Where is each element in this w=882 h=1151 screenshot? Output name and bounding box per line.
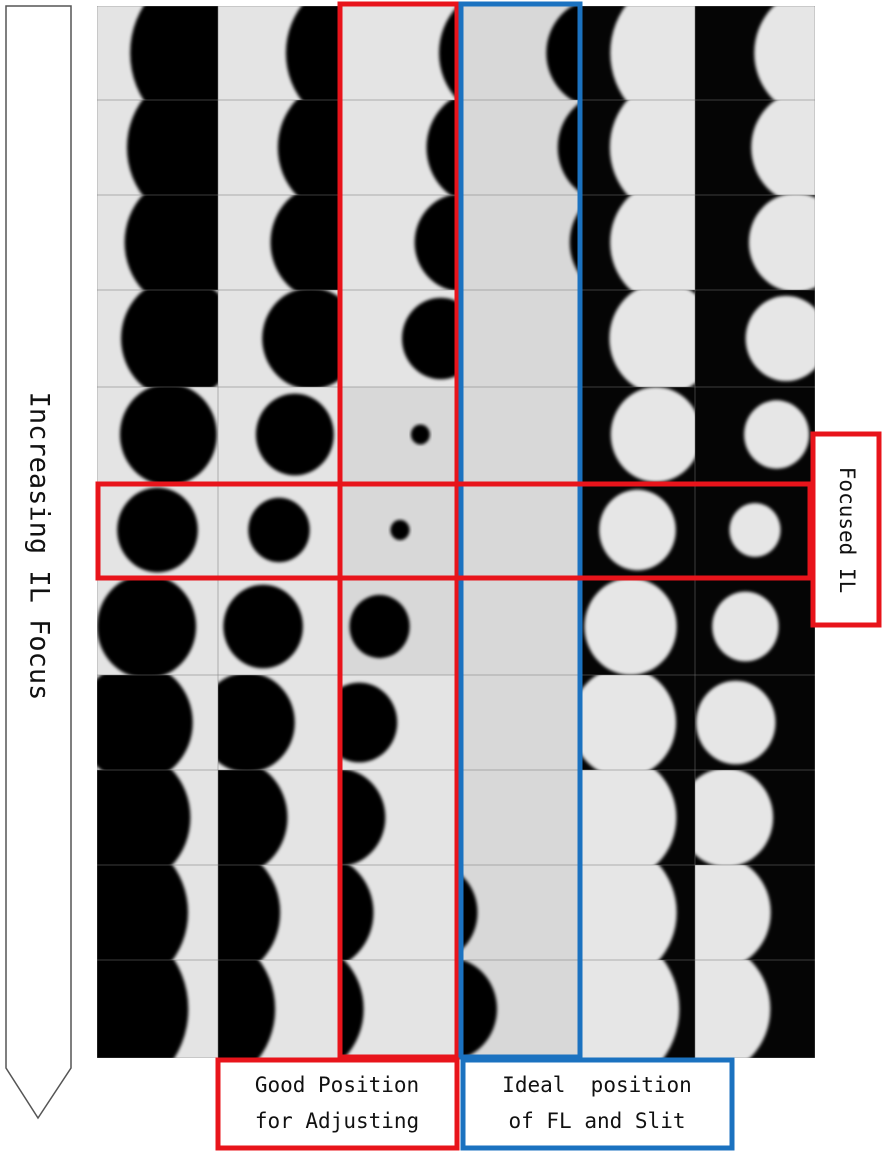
image-tile <box>580 387 701 482</box>
dark-disk <box>411 425 430 445</box>
image-tile <box>679 768 815 867</box>
tile-bg <box>460 578 580 675</box>
tile-bg <box>460 482 580 578</box>
good-position-line: for Adjusting <box>255 1109 419 1133</box>
image-tile <box>218 387 340 482</box>
tile-bg <box>460 865 580 960</box>
image-grid <box>18 0 876 1099</box>
tile-bg <box>460 195 580 290</box>
image-tile <box>97 482 218 578</box>
image-tile <box>695 0 876 117</box>
light-disk <box>599 490 676 571</box>
light-disk <box>749 193 843 292</box>
image-tile <box>580 482 695 578</box>
light-disk <box>746 296 827 381</box>
focused-label: Focused IL <box>835 467 859 593</box>
light-disk <box>712 592 778 662</box>
ideal-position-line: of FL and Slit <box>508 1109 685 1133</box>
light-disk <box>571 667 676 777</box>
light-disk <box>744 400 809 468</box>
image-tile <box>571 667 695 777</box>
image-tile <box>460 387 580 482</box>
dark-disk <box>79 663 193 783</box>
image-tile <box>218 482 340 578</box>
image-tile <box>460 578 580 675</box>
dark-disk <box>120 384 217 486</box>
dark-disk <box>248 498 309 563</box>
image-tile <box>340 578 460 675</box>
image-tile <box>695 290 827 387</box>
image-tile <box>460 675 580 770</box>
image-tile <box>340 482 460 578</box>
figure: Increasing IL Focus Focused IL Good Posi… <box>0 0 882 1151</box>
image-tile <box>200 673 340 773</box>
image-tile <box>79 663 218 783</box>
dark-disk <box>223 585 303 669</box>
dark-disk <box>97 575 196 679</box>
ideal-position-line: Ideal position <box>502 1073 692 1097</box>
dark-disk <box>390 520 409 540</box>
image-tile <box>97 277 237 399</box>
image-tile <box>460 290 580 387</box>
tile-bg <box>460 675 580 770</box>
image-tile <box>695 482 815 578</box>
image-tile <box>460 482 580 578</box>
image-tile <box>695 578 815 675</box>
image-tile <box>695 193 843 292</box>
dark-disk <box>117 488 198 573</box>
good-position-line: Good Position <box>255 1073 419 1097</box>
image-tile <box>695 675 815 770</box>
image-tile <box>97 575 218 679</box>
arrow-label: Increasing IL Focus <box>24 392 55 701</box>
image-tile <box>97 384 218 486</box>
light-disk <box>611 387 701 482</box>
image-tile <box>695 91 860 205</box>
image-tile <box>218 578 340 675</box>
dark-disk <box>350 595 410 658</box>
image-tile <box>580 578 695 675</box>
tile-bg <box>340 387 460 482</box>
dark-disk <box>256 394 334 476</box>
light-disk <box>729 503 780 557</box>
image-tile <box>340 387 460 482</box>
light-disk <box>585 578 677 675</box>
tile-bg <box>460 387 580 482</box>
image-tile <box>695 387 815 482</box>
tile-bg <box>460 770 580 865</box>
tile-bg <box>460 290 580 387</box>
light-disk <box>696 681 775 765</box>
light-disk <box>751 91 859 205</box>
